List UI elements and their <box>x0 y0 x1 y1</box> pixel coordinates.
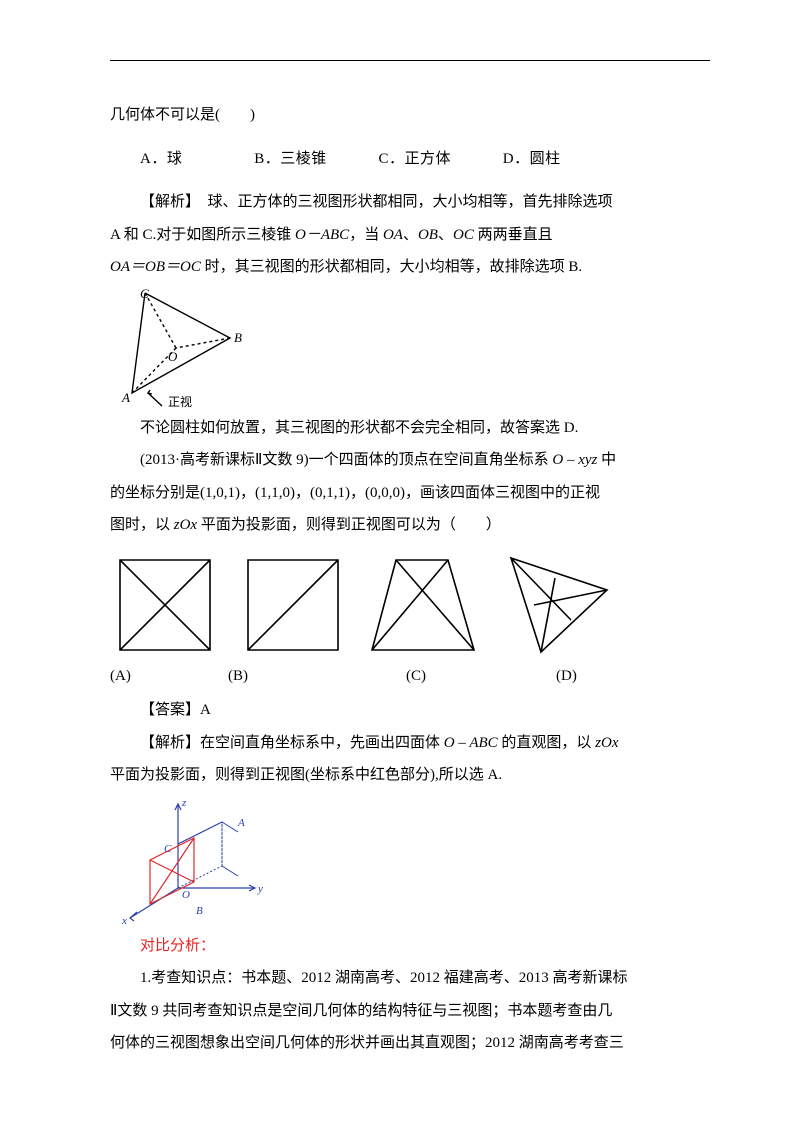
question1-options: A．球 B．三棱锥 C．正方体 D．圆柱 <box>110 145 710 174</box>
choice-a-label: (A) <box>110 662 228 691</box>
axis-y-label: y <box>257 883 263 895</box>
choice-d-label: (D) <box>556 662 577 691</box>
contrast-line2: Ⅱ文数 9 共同考查知识点是空间几何体的结构特征与三视图；书本题考查由几 <box>110 997 710 1026</box>
top-rule <box>110 60 710 61</box>
axis-a-label: A <box>237 817 245 829</box>
axis-x-label: x <box>121 915 127 926</box>
math: OB <box>418 227 438 243</box>
text: ，当 <box>349 227 383 243</box>
choice-c-label: (C) <box>406 662 556 691</box>
label-b: B <box>234 330 242 345</box>
analysis2-line1: 【解析】在空间直角坐标系中，先画出四面体 O – ABC 的直观图，以 zOx <box>110 729 710 758</box>
math: O – xyz <box>552 452 597 468</box>
label-c: C <box>140 288 149 301</box>
analysis1-line1: 【解析】 球、正方体的三视图形状都相同，大小均相等，首先排除选项 <box>110 188 710 217</box>
axis-z-label: z <box>181 797 187 809</box>
analysis1-line3: OA＝OB＝OC 时，其三视图的形状都相同，大小均相等，故排除选项 B. <box>110 253 710 282</box>
text: (2013·高考新课标Ⅱ文数 9)一个四面体的顶点在空间直角坐标系 <box>140 452 552 468</box>
analysis1-line2: A 和 C.对于如图所示三棱锥 O－ABC，当 OA、OB、OC 两两垂直且 <box>110 221 710 250</box>
text: A 和 C.对于如图所示三棱锥 <box>110 227 295 243</box>
text: 中 <box>597 452 616 468</box>
text: 、 <box>403 227 418 243</box>
question1-stem: 几何体不可以是( ) <box>110 101 710 130</box>
math: OA＝OB＝OC <box>110 259 201 275</box>
text: 图时，以 <box>110 517 174 533</box>
choice-c-figure <box>366 550 481 660</box>
analysis1-line4: 不论圆柱如何放置，其三视图的形状都不会完全相同，故答案选 D. <box>110 414 710 443</box>
choice-labels: (A) (B) (C) (D) <box>110 662 710 691</box>
math: OC <box>453 227 474 243</box>
question2-line1: (2013·高考新课标Ⅱ文数 9)一个四面体的顶点在空间直角坐标系 O – xy… <box>110 446 710 475</box>
choice-a-figure <box>110 550 220 660</box>
choice-d-figure <box>499 550 614 660</box>
axis-c-label: C <box>164 843 172 855</box>
contrast-line3: 何体的三视图想象出空间几何体的形状并画出其直观图；2012 湖南高考考查三 <box>110 1029 710 1058</box>
question2-line3: 图时，以 zOx 平面为投影面，则得到正视图可以为（ ） <box>110 511 710 540</box>
choice-figures <box>110 550 710 660</box>
math: zOx <box>174 517 197 533</box>
question2-line2: 的坐标分别是(1,0,1)，(1,1,0)，(0,1,1)，(0,0,0)，画该… <box>110 479 710 508</box>
choice-b-label: (B) <box>228 662 406 691</box>
axis-o-label: O <box>182 889 190 901</box>
label-a: A <box>121 390 130 405</box>
option-b: B．三棱锥 <box>254 145 374 174</box>
option-d: D．圆柱 <box>503 145 561 174</box>
text: 两两垂直且 <box>474 227 553 243</box>
text: 时，其三视图的形状都相同，大小均相等，故排除选项 B. <box>201 259 582 275</box>
label-o: O <box>168 349 178 364</box>
choice-b-figure <box>238 550 348 660</box>
answer: 【答案】A <box>110 696 710 725</box>
label-view: 正视 <box>168 394 192 408</box>
contrast-header: 对比分析： <box>110 932 710 961</box>
text: 、 <box>438 227 453 243</box>
option-c: C．正方体 <box>379 145 499 174</box>
math: OA <box>383 227 403 243</box>
text: 的直观图，以 <box>498 735 596 751</box>
option-a: A．球 <box>140 145 250 174</box>
text: 【解析】在空间直角坐标系中，先画出四面体 <box>140 735 444 751</box>
math: zOx <box>595 735 618 751</box>
math: O－ABC <box>295 227 349 243</box>
axis-cube-figure: z y x O A B C <box>110 796 710 926</box>
axis-cube-svg: z y x O A B C <box>110 796 270 926</box>
contrast-line1: 1.考查知识点：书本题、2012 湖南高考、2012 福建高考、2013 高考新… <box>110 964 710 993</box>
page: 几何体不可以是( ) A．球 B．三棱锥 C．正方体 D．圆柱 【解析】 球、正… <box>0 0 800 1132</box>
analysis2-line2: 平面为投影面，则得到正视图(坐标系中红色部分),所以选 A. <box>110 761 710 790</box>
tetrahedron-svg: C B A O 正视 <box>110 288 255 408</box>
text: 平面为投影面，则得到正视图可以为（ ） <box>197 517 501 533</box>
axis-b-label: B <box>196 905 203 917</box>
tetrahedron-figure: C B A O 正视 <box>110 288 710 408</box>
math: O – ABC <box>444 735 498 751</box>
